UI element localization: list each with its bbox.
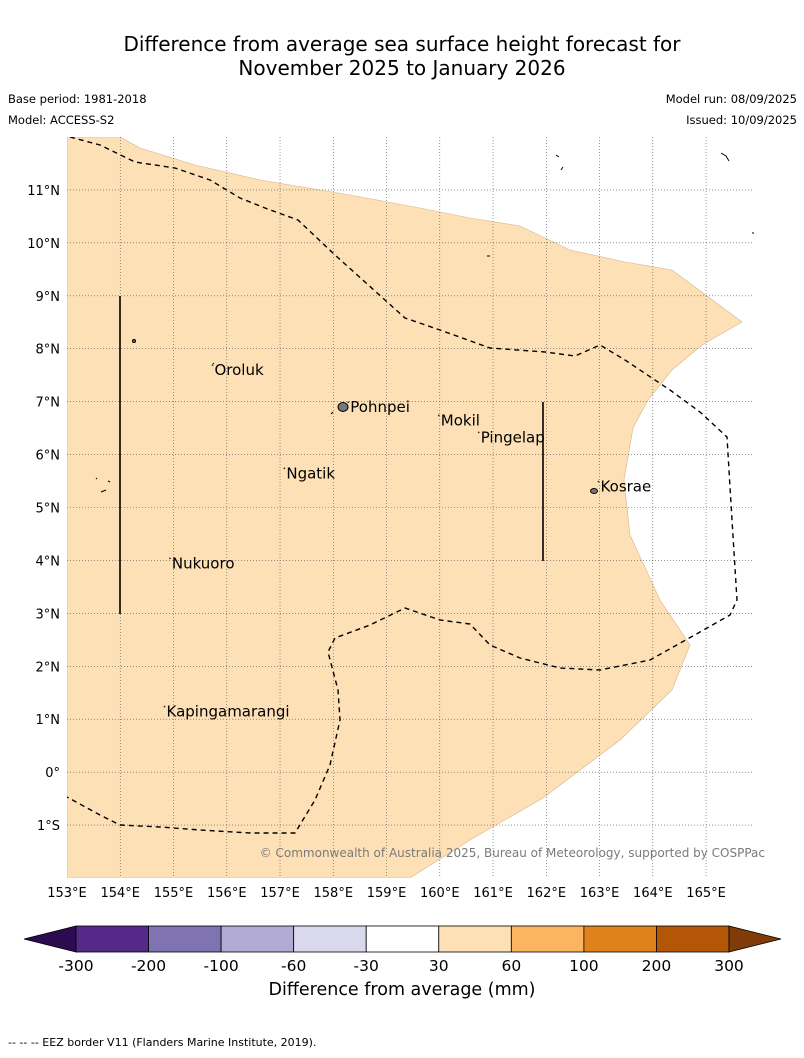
colorbar-tick-label: 300	[714, 957, 744, 975]
latitude-tick-labels: 11°N 10°N 9°N 8°N 7°N 6°N 5°N 4°N 3°N 2°N 1°N 0° 1°S	[27, 184, 60, 834]
longitude-tick-label: 163°E	[580, 886, 620, 901]
sea-surface-anomaly-field	[67, 137, 743, 878]
colorbar-segment	[510, 925, 585, 953]
model-name: Model: ACCESS-S2	[8, 113, 115, 127]
colorbar-tick-label: -60	[281, 957, 306, 975]
place-marker	[168, 557, 171, 560]
longitude-tick-label: 161°E	[473, 886, 513, 901]
place-label: Pingelap	[481, 428, 545, 446]
map-plot-area	[67, 137, 754, 878]
colorbar-over-arrow	[728, 925, 782, 953]
place-marker	[347, 401, 350, 404]
longitude-tick-label: 155°E	[154, 886, 194, 901]
colorbar-tick-label: 60	[501, 957, 521, 975]
colorbar-segment	[583, 925, 657, 953]
latitude-tick-label: 1°S	[37, 819, 60, 834]
place-marker	[477, 431, 480, 434]
colorbar-tick-label: 200	[642, 957, 672, 975]
issued-date: Issued: 10/09/2025	[686, 113, 797, 127]
latitude-tick-label: 11°N	[27, 184, 60, 199]
place-label: Oroluk	[214, 361, 263, 379]
colorbar-tick-label: -300	[58, 957, 93, 975]
latitude-tick-label: 10°N	[27, 237, 60, 252]
model-run-date: Model run: 08/09/2025	[665, 92, 797, 106]
colorbar-tick-label: 30	[429, 957, 449, 975]
colorbar-segment	[365, 925, 440, 953]
longitude-tick-label: 157°E	[260, 886, 300, 901]
copyright-notice: © Commonwealth of Australia 2025, Bureau…	[260, 846, 765, 860]
latitude-tick-label: 4°N	[36, 554, 61, 569]
longitude-tick-label: 160°E	[420, 886, 460, 901]
place-marker	[437, 414, 440, 417]
colorbar-segment	[293, 925, 367, 953]
eez-border-lines	[67, 137, 738, 834]
longitude-tick-label: 154°E	[100, 886, 140, 901]
colorbar-segment	[656, 925, 730, 953]
longitude-tick-labels: 153°E 154°E 155°E 156°E 157°E 158°E 159°E 160°E…	[47, 886, 726, 901]
colorbar-tick-label: -200	[131, 957, 166, 975]
colorbar-tick-label: 100	[569, 957, 599, 975]
colorbar-segment	[75, 925, 149, 953]
islet-marker	[95, 152, 754, 493]
latitude-tick-label: 7°N	[36, 396, 61, 411]
place-label: Kapingamarangi	[167, 703, 290, 721]
colorbar-segment	[438, 925, 512, 953]
colorbar-tick-label: -30	[354, 957, 379, 975]
longitude-tick-label: 165°E	[686, 886, 726, 901]
latitude-tick-label: 8°N	[36, 343, 61, 358]
pohnpei-island	[337, 402, 349, 412]
islet-marker	[132, 339, 136, 343]
place-marker	[283, 467, 286, 470]
place-marker	[163, 705, 166, 708]
eez-footnote: -- -- -- EEZ border V11 (Flanders Marine…	[8, 1036, 317, 1049]
longitude-tick-label: 162°E	[527, 886, 567, 901]
title-line-2: November 2025 to January 2026	[238, 56, 566, 80]
latitude-tick-label: 1°N	[36, 713, 61, 728]
latitude-tick-label: 9°N	[36, 290, 61, 305]
colorbar: -300 -200 -100 -60 -30 30 60 100 200 300	[23, 925, 782, 975]
latitude-tick-label: 5°N	[36, 502, 61, 517]
place-label: Ngatik	[286, 464, 335, 482]
latitude-tick-label: 2°N	[36, 660, 61, 675]
colorbar-under-arrow	[23, 925, 77, 953]
colorbar-segment	[148, 925, 222, 953]
latitude-tick-label: 0°	[45, 766, 60, 781]
longitude-tick-label: 153°E	[47, 886, 87, 901]
longitude-tick-label: 164°E	[633, 886, 673, 901]
base-period: Base period: 1981-2018	[8, 92, 147, 106]
map-gridlines	[67, 137, 754, 878]
place-label: Kosrae	[601, 478, 652, 496]
place-label: Nukuoro	[172, 554, 235, 572]
title-line-1: Difference from average sea surface heig…	[123, 32, 681, 56]
colorbar-label: Difference from average (mm)	[268, 980, 535, 1000]
colorbar-segment	[220, 925, 295, 953]
map-title: Difference from average sea surface heig…	[0, 32, 804, 80]
kosrae-island	[590, 488, 598, 494]
latitude-tick-label: 6°N	[36, 449, 61, 464]
place-label: Pohnpei	[350, 398, 410, 416]
longitude-tick-label: 159°E	[367, 886, 407, 901]
latitude-tick-label: 3°N	[36, 607, 61, 622]
island-markers	[95, 152, 754, 494]
place-marker	[211, 364, 214, 367]
colorbar-tick-label: -100	[204, 957, 239, 975]
place-label: Mokil	[441, 411, 480, 429]
longitude-tick-label: 156°E	[207, 886, 247, 901]
eez-border-northwest	[67, 137, 738, 834]
place-marker	[597, 480, 600, 483]
longitude-tick-label: 158°E	[314, 886, 354, 901]
